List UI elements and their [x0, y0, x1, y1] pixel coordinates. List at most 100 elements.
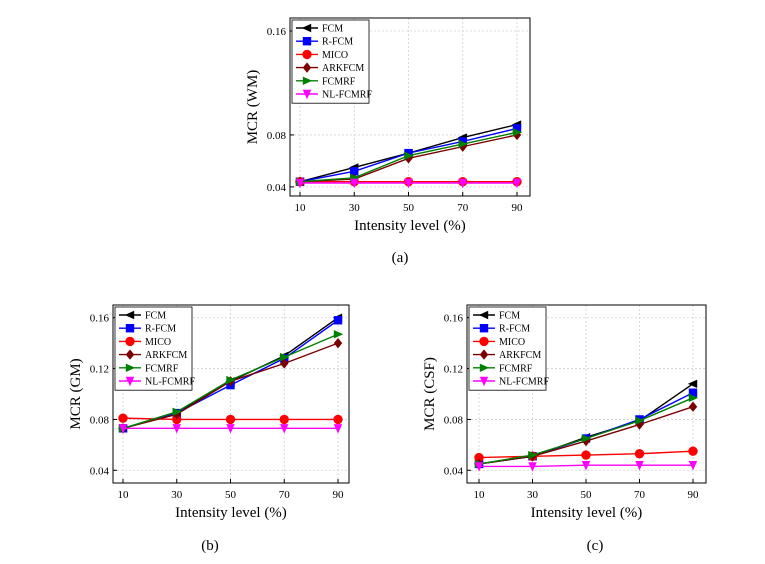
legend-marker-fcmrf: [479, 363, 490, 372]
legend-label-r-fcm: R-FCM: [145, 324, 176, 335]
data-point-fcmrf: [688, 393, 699, 403]
data-point-mico: [225, 414, 236, 425]
legend-marker-nl-fcmrf: [479, 376, 489, 387]
legend-label-r-fcm: R-FCM: [499, 324, 530, 335]
data-point-fcm: [687, 379, 698, 389]
y-tick-label: 0.16: [444, 313, 464, 325]
data-point-nl-fcmrf: [512, 178, 522, 189]
legend-marker-mico: [125, 336, 135, 347]
data-point-arkfcm: [404, 153, 413, 164]
legend: FCM R-FCM MICO ARKFCM FCMRF NL-FCMRF: [291, 19, 372, 104]
data-point-nl-fcmrf: [333, 424, 343, 434]
panel-caption: (a): [392, 250, 409, 266]
data-point-r-fcm: [688, 388, 698, 397]
chart-panel-c: 10 30 50 70 90 0.04 0.08 0.12 0.16 Intensity leve…: [422, 304, 707, 554]
x-tick-label: 10: [295, 202, 307, 214]
legend-label-arkfcm: ARKFCM: [499, 350, 541, 361]
y-tick-label: 0.08: [444, 414, 464, 426]
panel-caption: (c): [587, 538, 604, 554]
legend-marker-arkfcm: [302, 62, 312, 73]
x-tick-label: 90: [512, 202, 524, 214]
data-point-r-fcm: [350, 167, 359, 176]
chart-panel-b: 10 30 50 70 90 0.04 0.08 0.12 0.16 Intensity leve…: [68, 304, 350, 554]
y-tick-label: 0.16: [267, 26, 287, 38]
data-point-nl-fcmrf: [581, 461, 591, 471]
legend-label-fcmrf: FCMRF: [499, 363, 533, 374]
x-tick-label: 90: [333, 489, 345, 501]
data-point-fcmrf: [404, 151, 414, 160]
legend-label-fcmrf: FCMRF: [145, 363, 179, 374]
x-axis-label: Intensity level (%): [354, 218, 466, 234]
legend-label-nl-fcmrf: NL-FCMRF: [322, 90, 372, 101]
y-tick-label: 0.08: [90, 414, 110, 426]
x-axis-label: Intensity level (%): [175, 505, 287, 521]
data-point-mico: [688, 446, 698, 456]
legend-label-arkfcm: ARKFCM: [322, 63, 364, 74]
legend-marker-fcm: [301, 23, 312, 33]
legend-label-mico: MICO: [145, 337, 171, 348]
legend-marker-nl-fcmrf: [302, 89, 312, 100]
x-axis-label: Intensity level (%): [531, 505, 643, 521]
data-point-fcmrf: [458, 139, 468, 149]
y-axis-label: MCR (CSF): [422, 357, 438, 431]
legend-marker-fcm: [478, 310, 489, 320]
data-point-fcmrf: [280, 352, 290, 362]
y-axis-label: MCR (WM): [245, 70, 261, 145]
legend-label-fcm: FCM: [145, 311, 166, 322]
x-tick-label: 70: [279, 489, 291, 501]
data-point-nl-fcmrf: [226, 424, 235, 434]
data-point-nl-fcmrf: [280, 424, 289, 434]
data-point-arkfcm: [333, 337, 343, 349]
data-point-r-fcm: [512, 124, 522, 133]
y-tick-label: 0.04: [90, 465, 110, 477]
data-point-arkfcm: [280, 358, 289, 369]
data-point-fcmrf: [512, 128, 523, 137]
data-point-fcmrf: [581, 434, 592, 443]
x-tick-label: 10: [118, 489, 130, 501]
y-tick-label: 0.12: [444, 364, 463, 376]
data-point-nl-fcmrf: [350, 178, 359, 189]
legend-label-mico: MICO: [499, 337, 525, 348]
legend-marker-fcmrf: [302, 76, 313, 85]
x-tick-label: 50: [581, 489, 593, 501]
data-point-mico: [118, 413, 128, 423]
data-point-fcmrf: [226, 375, 236, 385]
legend-marker-mico: [302, 49, 312, 60]
legend-box: [114, 306, 193, 391]
data-point-mico: [333, 414, 343, 425]
x-tick-label: 30: [171, 489, 183, 501]
legend-marker-fcm: [124, 310, 135, 320]
data-point-fcmrf: [172, 407, 182, 416]
data-point-arkfcm: [688, 401, 698, 412]
x-tick-label: 90: [688, 489, 700, 501]
data-point-nl-fcmrf: [404, 178, 413, 189]
legend-box: [468, 306, 547, 391]
x-tick-label: 50: [403, 202, 415, 214]
data-point-fcmrf: [635, 416, 645, 425]
legend: FCM R-FCM MICO ARKFCM FCMRF NL-FCMRF: [468, 306, 549, 391]
legend-marker-r-fcm: [302, 37, 312, 46]
legend-label-arkfcm: ARKFCM: [145, 350, 187, 361]
data-point-nl-fcmrf: [635, 461, 644, 471]
y-tick-label: 0.08: [267, 130, 287, 142]
legend-marker-r-fcm: [479, 324, 489, 333]
legend-marker-arkfcm: [125, 349, 135, 360]
chart-panel-a: 10 30 50 70 90 0.04 0.08 0.16 Intensity level (%…: [245, 17, 531, 266]
x-tick-label: 10: [474, 489, 486, 501]
x-tick-label: 30: [349, 202, 361, 214]
legend-marker-arkfcm: [479, 349, 489, 360]
y-tick-label: 0.16: [90, 313, 110, 325]
plot-frame: [289, 17, 531, 197]
data-point-nl-fcmrf: [172, 424, 181, 434]
data-point-mico: [279, 414, 289, 425]
x-tick-label: 30: [527, 489, 539, 501]
legend-marker-nl-fcmrf: [125, 376, 135, 387]
x-tick-label: 70: [457, 202, 469, 214]
y-axis-label: MCR (GM): [68, 358, 84, 429]
data-point-fcmrf: [333, 330, 344, 339]
legend-label-fcmrf: FCMRF: [322, 76, 356, 87]
legend-label-r-fcm: R-FCM: [322, 37, 353, 48]
legend-label-nl-fcmrf: NL-FCMRF: [145, 377, 195, 388]
legend-marker-fcmrf: [125, 363, 136, 372]
